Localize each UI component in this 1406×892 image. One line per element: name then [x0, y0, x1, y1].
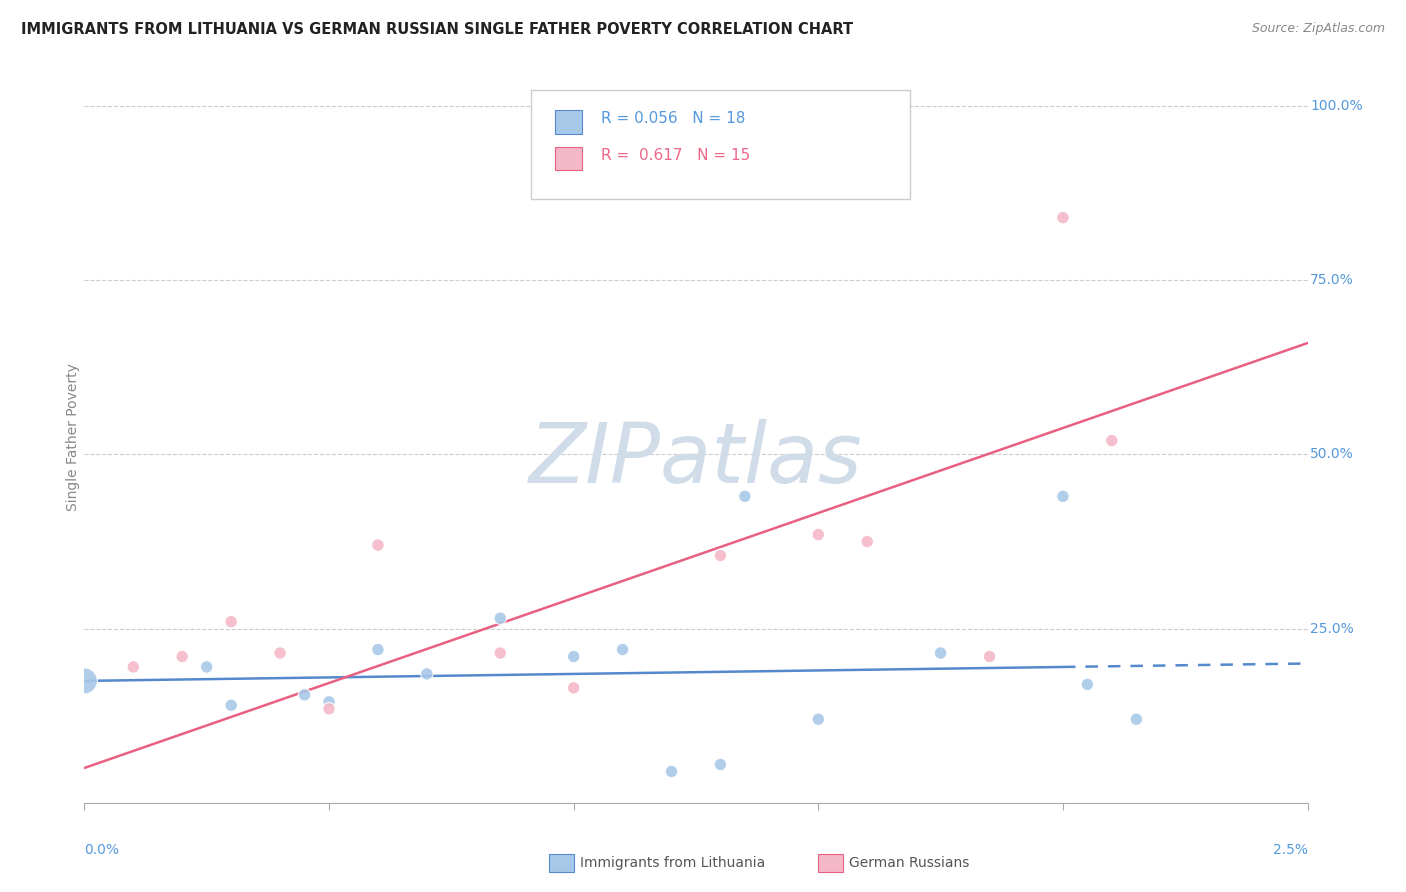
Text: 25.0%: 25.0%	[1310, 622, 1354, 636]
Point	[562, 681, 585, 695]
Point	[1052, 211, 1074, 225]
Text: Immigrants from Lithuania: Immigrants from Lithuania	[579, 855, 765, 870]
Text: 2.5%: 2.5%	[1272, 843, 1308, 857]
Point	[807, 527, 830, 541]
Text: ZIPatlas: ZIPatlas	[529, 418, 863, 500]
Point	[929, 646, 952, 660]
Point	[856, 534, 879, 549]
FancyBboxPatch shape	[818, 854, 842, 872]
Point	[1052, 489, 1074, 503]
Point	[979, 649, 1001, 664]
Point	[367, 538, 389, 552]
Point	[416, 667, 439, 681]
Point	[73, 673, 96, 688]
FancyBboxPatch shape	[555, 111, 582, 134]
Point	[856, 99, 879, 113]
Text: 75.0%: 75.0%	[1310, 273, 1354, 287]
Text: 50.0%: 50.0%	[1310, 448, 1354, 461]
Point	[489, 611, 512, 625]
FancyBboxPatch shape	[550, 854, 574, 872]
Point	[318, 695, 340, 709]
Point	[172, 649, 194, 664]
Text: R =  0.617   N = 15: R = 0.617 N = 15	[600, 148, 749, 163]
Point	[318, 702, 340, 716]
Point	[294, 688, 316, 702]
Text: 0.0%: 0.0%	[84, 843, 120, 857]
Text: German Russians: German Russians	[849, 855, 969, 870]
Point	[489, 646, 512, 660]
FancyBboxPatch shape	[555, 147, 582, 170]
Point	[612, 642, 634, 657]
Point	[709, 757, 731, 772]
Point	[734, 489, 756, 503]
Point	[1125, 712, 1147, 726]
FancyBboxPatch shape	[531, 90, 910, 200]
Point	[269, 646, 291, 660]
Text: R = 0.056   N = 18: R = 0.056 N = 18	[600, 112, 745, 127]
Point	[219, 615, 242, 629]
Point	[195, 660, 218, 674]
Point	[1076, 677, 1098, 691]
Point	[367, 642, 389, 657]
Point	[219, 698, 242, 713]
Point	[1101, 434, 1123, 448]
Point	[562, 649, 585, 664]
Point	[807, 712, 830, 726]
Text: Source: ZipAtlas.com: Source: ZipAtlas.com	[1251, 22, 1385, 36]
Y-axis label: Single Father Poverty: Single Father Poverty	[66, 363, 80, 511]
Point	[122, 660, 145, 674]
Text: 100.0%: 100.0%	[1310, 99, 1362, 113]
Point	[709, 549, 731, 563]
Point	[661, 764, 683, 779]
Text: IMMIGRANTS FROM LITHUANIA VS GERMAN RUSSIAN SINGLE FATHER POVERTY CORRELATION CH: IMMIGRANTS FROM LITHUANIA VS GERMAN RUSS…	[21, 22, 853, 37]
